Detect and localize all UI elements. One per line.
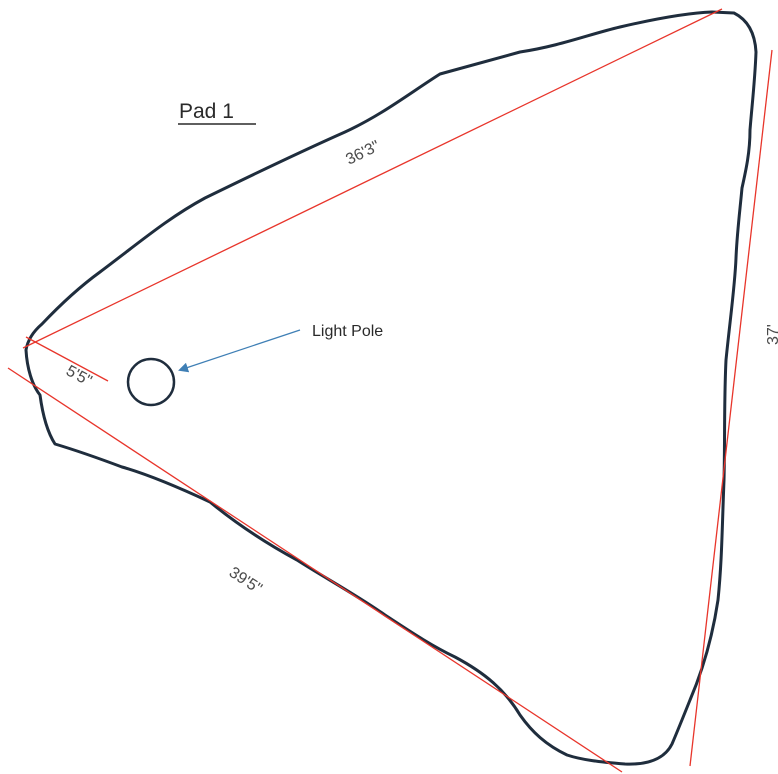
dimension-label-right: 37' (765, 324, 778, 345)
dimension-line-right (689, 49, 773, 767)
light-pole-circle-icon (126, 357, 176, 407)
callout-arrow-icon (178, 329, 301, 373)
dimension-label-bottom: 39'5" (226, 564, 265, 598)
pad-outline (24, 10, 758, 766)
dimension-line-top (22, 8, 723, 349)
light-pole-label: Light Pole (312, 323, 383, 340)
dimension-label-top: 36'3" (343, 138, 382, 169)
dimension-line-bottom (7, 367, 623, 773)
dimension-line-pole-offset (25, 336, 109, 382)
dimension-label-pole-offset: 5'5" (63, 363, 94, 390)
diagram-title: Pad 1 (179, 100, 234, 123)
